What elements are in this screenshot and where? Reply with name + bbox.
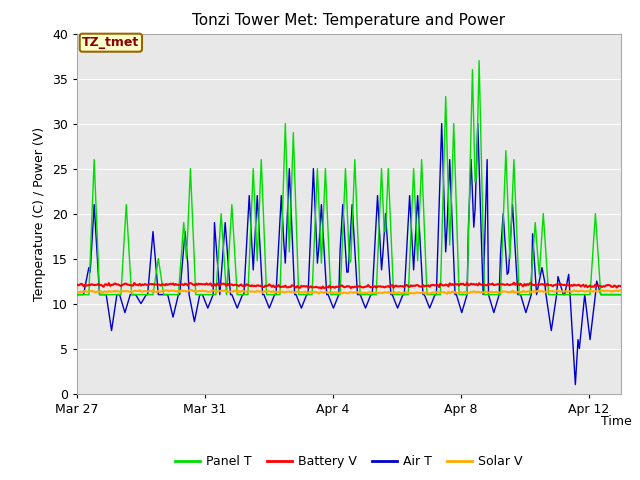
Battery V xyxy=(456,281,464,287)
Line: Air T: Air T xyxy=(77,123,621,384)
Solar V xyxy=(617,288,625,293)
Air T xyxy=(438,120,445,126)
Battery V xyxy=(73,281,81,287)
Panel T xyxy=(455,292,463,298)
Solar V xyxy=(256,289,264,295)
Air T xyxy=(456,305,464,311)
Solar V xyxy=(458,290,465,296)
Air T xyxy=(255,217,262,223)
Battery V xyxy=(472,281,480,287)
Panel T xyxy=(375,228,383,234)
Panel T xyxy=(471,179,479,185)
Air T xyxy=(572,382,579,387)
Air T xyxy=(375,217,383,223)
Solar V xyxy=(444,291,451,297)
Solar V xyxy=(188,287,196,293)
Battery V xyxy=(565,282,573,288)
Battery V xyxy=(376,283,384,289)
Solar V xyxy=(376,290,384,296)
Solar V xyxy=(474,289,482,295)
Line: Battery V: Battery V xyxy=(77,283,621,288)
Line: Panel T: Panel T xyxy=(77,60,621,295)
Battery V xyxy=(255,283,262,288)
Air T xyxy=(472,164,480,169)
Line: Solar V: Solar V xyxy=(77,290,621,294)
Air T xyxy=(617,292,625,298)
Panel T xyxy=(236,292,244,298)
Text: TZ_tmet: TZ_tmet xyxy=(82,36,140,49)
Legend: Panel T, Battery V, Air T, Solar V: Panel T, Battery V, Air T, Solar V xyxy=(170,450,528,473)
Panel T xyxy=(255,224,262,230)
Title: Tonzi Tower Met: Temperature and Power: Tonzi Tower Met: Temperature and Power xyxy=(192,13,506,28)
Air T xyxy=(73,292,81,298)
X-axis label: Time: Time xyxy=(601,415,632,428)
Panel T xyxy=(617,292,625,298)
Battery V xyxy=(317,286,325,291)
Air T xyxy=(563,278,571,284)
Panel T xyxy=(563,292,571,298)
Y-axis label: Temperature (C) / Power (V): Temperature (C) / Power (V) xyxy=(33,127,46,300)
Panel T xyxy=(476,58,483,63)
Panel T xyxy=(73,292,81,298)
Battery V xyxy=(617,283,625,289)
Battery V xyxy=(236,282,244,288)
Battery V xyxy=(510,280,518,286)
Solar V xyxy=(565,288,573,294)
Solar V xyxy=(237,288,245,294)
Solar V xyxy=(73,289,81,295)
Air T xyxy=(236,299,244,304)
